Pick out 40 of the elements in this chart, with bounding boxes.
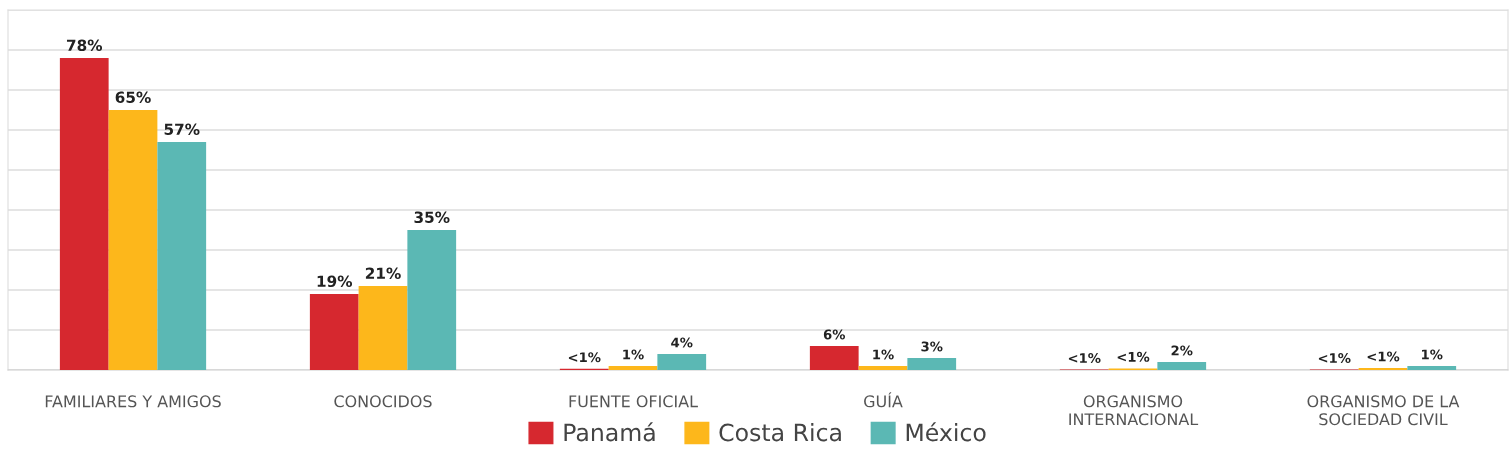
bar (309, 294, 359, 370)
x-tick-label: GUÍA (864, 392, 903, 408)
data-label: 19% (317, 275, 353, 288)
data-label: 35% (414, 211, 450, 224)
bar (608, 366, 658, 370)
bar (358, 286, 408, 370)
x-tick-label: ORGANISMO DE LA SOCIEDAD CIVIL (1307, 395, 1460, 426)
x-tick-label: FAMILIARES Y AMIGOS (45, 395, 221, 408)
data-label: 1% (1422, 349, 1443, 360)
data-label: 2% (1171, 345, 1193, 356)
data-label: 78% (66, 39, 103, 52)
bar (108, 110, 158, 370)
bar (858, 366, 908, 370)
data-label: 57% (164, 123, 200, 136)
data-label: <1% (568, 352, 601, 363)
data-label: 6% (823, 329, 846, 340)
bar (907, 358, 957, 370)
bar (1157, 362, 1207, 370)
bar (407, 230, 457, 370)
data-label: 65% (115, 91, 151, 104)
x-tick-label: CONOCIDOS (334, 395, 432, 408)
bar (1407, 366, 1457, 370)
data-label: 21% (365, 267, 401, 280)
legend-label: Costa Rica (719, 423, 841, 442)
data-label: 3% (921, 341, 943, 352)
bar (59, 58, 109, 370)
data-label: 1% (873, 349, 894, 360)
data-label: 4% (671, 337, 693, 348)
legend-label: México (906, 422, 986, 442)
data-label: <1% (1068, 353, 1101, 364)
x-tick-label: FUENTE OFICIAL (569, 395, 698, 408)
data-label: <1% (1367, 351, 1400, 362)
data-label: 1% (623, 349, 644, 360)
bar (809, 346, 859, 370)
bar (657, 354, 707, 370)
x-tick-label: ORGANISMO INTERNACIONAL (1069, 395, 1199, 426)
bar (157, 142, 207, 370)
legend-label: Panamá (564, 422, 655, 442)
data-label: <1% (1117, 351, 1150, 362)
data-label: <1% (1318, 353, 1351, 364)
